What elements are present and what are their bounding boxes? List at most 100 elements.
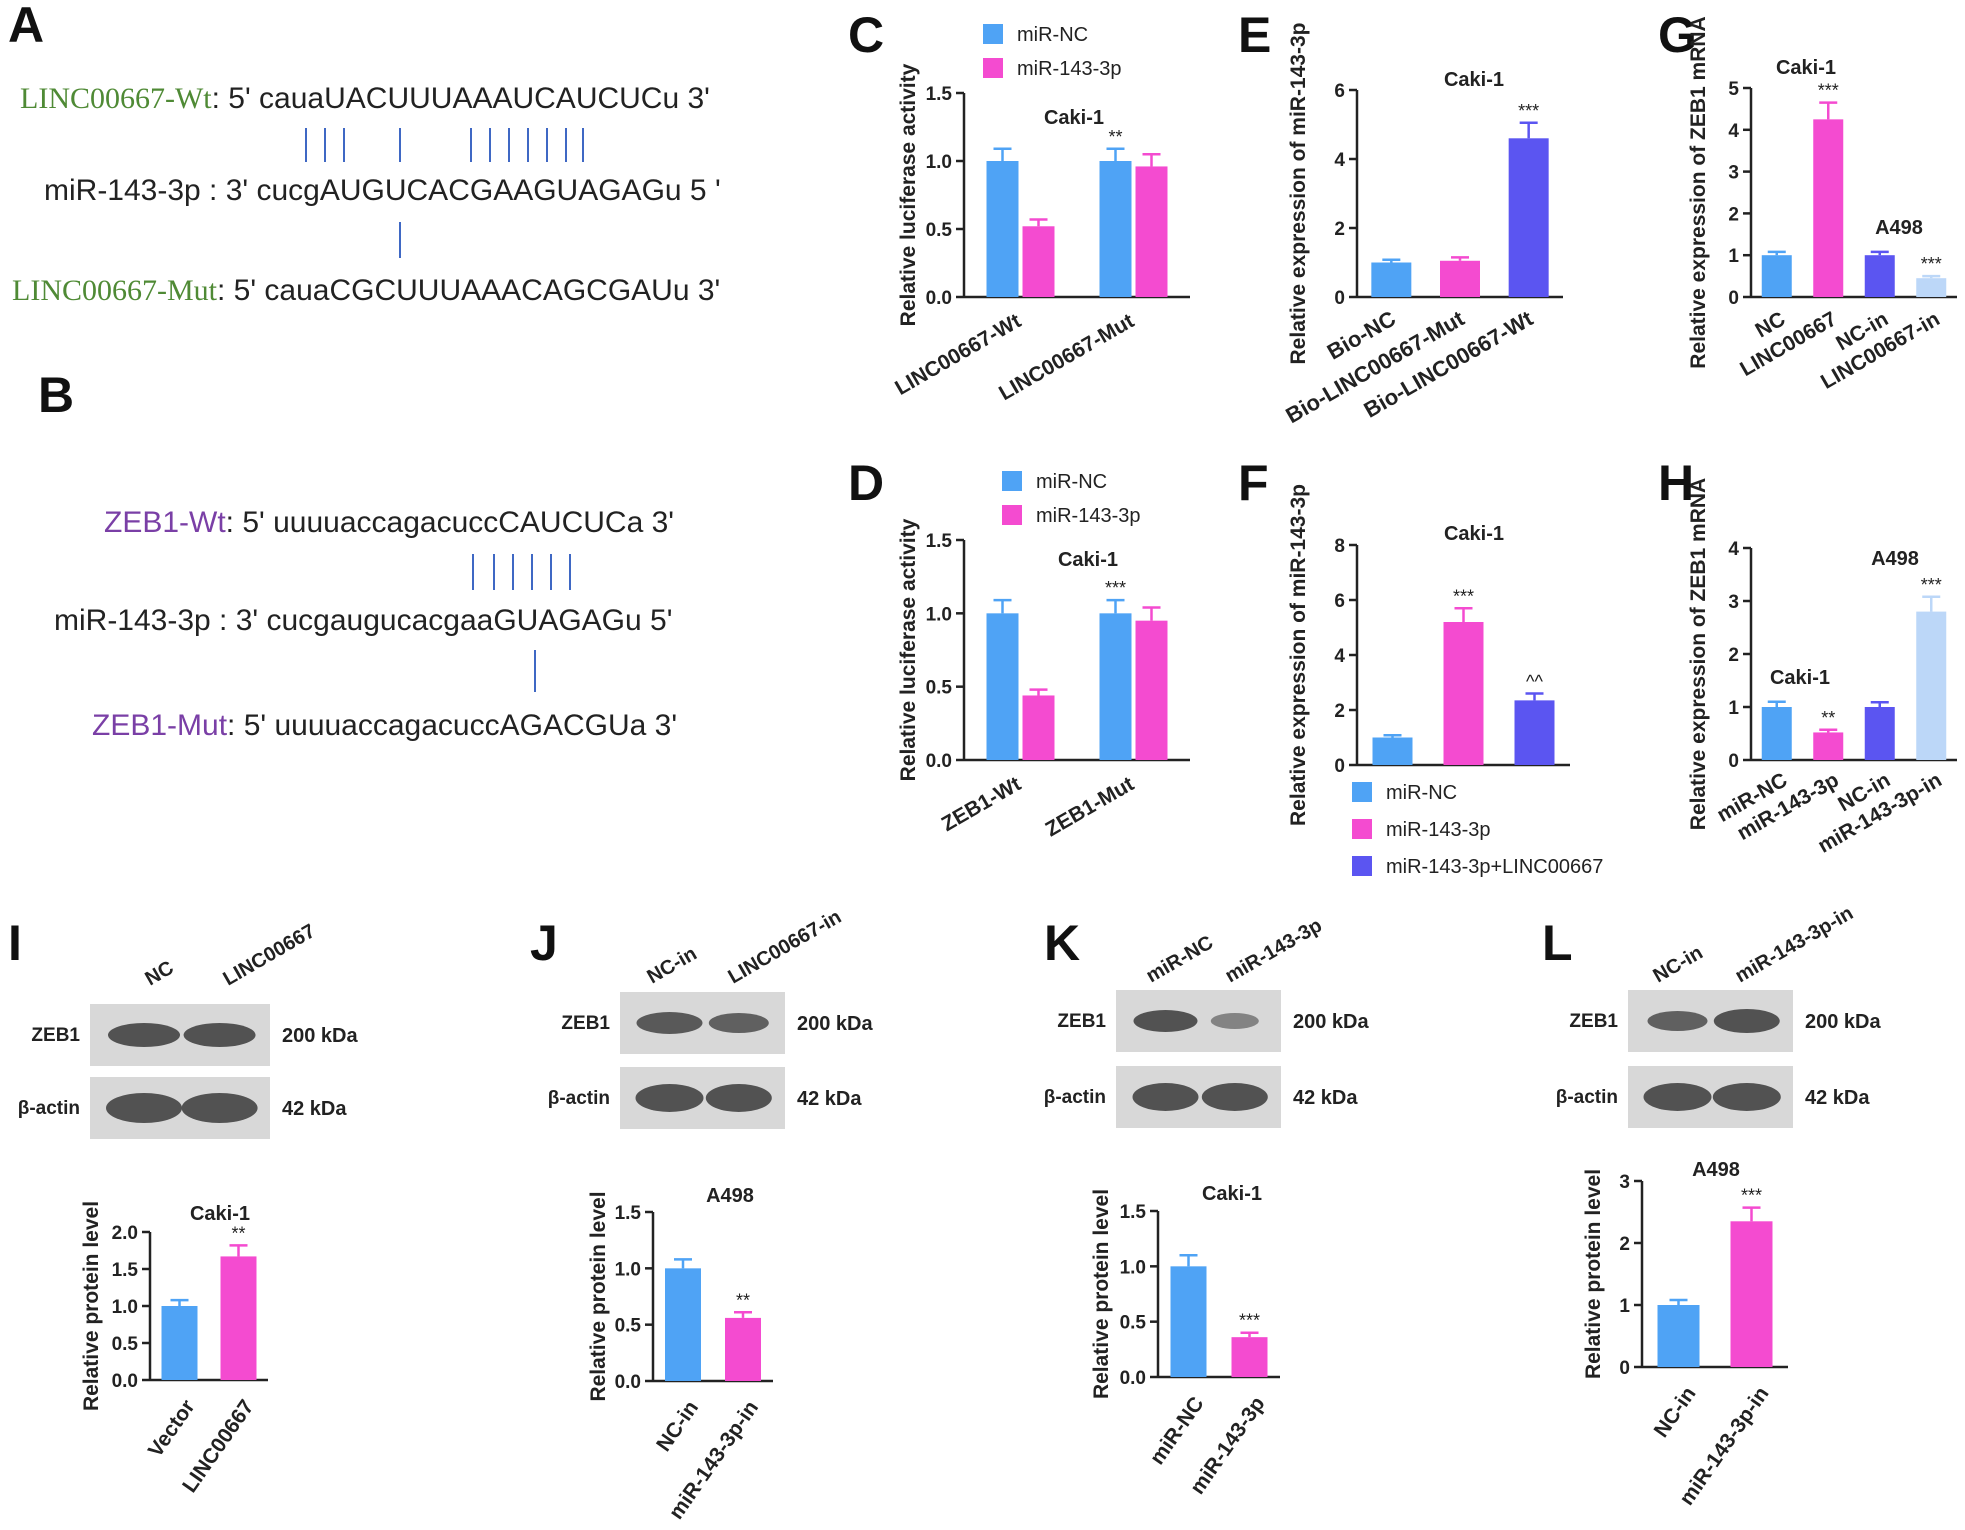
chart-title: A498 bbox=[1692, 1159, 1740, 1181]
legend-swatch bbox=[983, 58, 1003, 78]
bar bbox=[1135, 166, 1168, 297]
significance-mark: *** bbox=[1518, 101, 1539, 121]
y-tick-label: 0 bbox=[1728, 751, 1739, 772]
y-axis-label: Relative protein level bbox=[80, 1201, 103, 1411]
blot-band bbox=[106, 1093, 182, 1123]
mirna-line: miR-143-3p : 3' cucgaugucacgaaGUAGAGu 5' bbox=[54, 604, 672, 637]
wt-line: ZEB1-Wt: 5' uuuuaccagacuccCAUCUCa 3' bbox=[104, 506, 674, 539]
bar bbox=[1099, 161, 1132, 297]
y-tick-label: 0 bbox=[1334, 288, 1345, 309]
legend-swatch bbox=[1352, 819, 1372, 839]
group-label: A498 bbox=[1875, 217, 1923, 239]
y-tick-label: 1 bbox=[1728, 246, 1739, 267]
significance-mark: *** bbox=[1741, 1186, 1762, 1206]
significance-mark: ** bbox=[1821, 708, 1835, 728]
bar bbox=[1813, 119, 1844, 297]
legend-swatch bbox=[1352, 856, 1372, 876]
x-tick-label: NC-in bbox=[652, 1397, 703, 1456]
kda-label: 42 kDa bbox=[1293, 1087, 1358, 1109]
mut-name: ZEB1-Mut bbox=[92, 709, 228, 742]
y-tick-label: 1.5 bbox=[112, 1260, 139, 1281]
y-tick-label: 0.5 bbox=[112, 1334, 139, 1355]
blot-band bbox=[1132, 1083, 1199, 1111]
blot-band bbox=[108, 1023, 180, 1047]
bar bbox=[220, 1256, 257, 1380]
y-tick-label: 0.5 bbox=[926, 678, 953, 699]
x-tick-label: NC-in bbox=[1650, 1383, 1701, 1442]
lane-label: NC-in bbox=[644, 943, 701, 989]
bar bbox=[986, 161, 1019, 297]
blot-band bbox=[1643, 1083, 1712, 1111]
y-tick-label: 4 bbox=[1334, 646, 1345, 667]
y-tick-label: 0.0 bbox=[1120, 1368, 1146, 1389]
bar bbox=[1022, 695, 1055, 760]
y-tick-label: 0.5 bbox=[926, 220, 953, 241]
group-label: A498 bbox=[1871, 548, 1919, 570]
y-tick-label: 1.5 bbox=[1120, 1202, 1147, 1223]
blot-panel-L: NC-in miR-143-3p-in ZEB1 200 kDa β-actin 42 k… bbox=[1556, 902, 1881, 1128]
y-axis-label: Relative expression of miR-143-3p bbox=[1287, 23, 1310, 365]
significance-mark: ^^ bbox=[1526, 672, 1543, 692]
bar bbox=[1508, 138, 1549, 297]
wt-line: LINC00667-Wt: 5' cauaUACUUUAAAUCAUCUCu 3… bbox=[20, 82, 710, 115]
y-tick-label: 0.5 bbox=[615, 1316, 642, 1337]
wt-name: ZEB1-Wt bbox=[104, 506, 226, 539]
kda-label: 200 kDa bbox=[1805, 1011, 1881, 1033]
panel-letter-E: E bbox=[1238, 7, 1271, 63]
mut-name: LINC00667-Mut bbox=[12, 274, 218, 307]
panel-letter-J: J bbox=[530, 915, 558, 971]
y-tick-label: 4 bbox=[1728, 121, 1739, 142]
chart-panel-F: 0 2 4 6 8 Relative expression of miR-143-3p Ca… bbox=[1287, 484, 1603, 878]
y-tick-label: 2 bbox=[1334, 701, 1345, 722]
y-axis-label: Relative expression of ZEB1 mRNA bbox=[1687, 16, 1710, 368]
bar bbox=[1657, 1305, 1700, 1367]
blot-row-label: ZEB1 bbox=[1057, 1011, 1106, 1032]
bar bbox=[1864, 707, 1895, 760]
blot-row-label: β-actin bbox=[18, 1098, 80, 1119]
blot-band bbox=[636, 1012, 703, 1034]
chart-title: Caki-1 bbox=[1202, 1183, 1262, 1205]
panel-letter-G: G bbox=[1658, 7, 1697, 63]
y-tick-label: 2.0 bbox=[112, 1223, 138, 1244]
lane-label: miR-143-3p bbox=[1222, 914, 1326, 987]
chart-panel-C: 0.0 0.5 1.0 1.5 Relative luciferase activity… bbox=[891, 24, 1190, 405]
chart-panel-I: 0.0 0.5 1.0 1.5 2.0 Relative protein level Cak… bbox=[80, 1201, 268, 1497]
chart-title: Caki-1 bbox=[1044, 107, 1104, 129]
significance-mark: ** bbox=[1108, 127, 1122, 147]
wt-seq: : 5' cauaUACUUUAAAUCAUCUCu 3' bbox=[212, 82, 710, 115]
blot-band bbox=[181, 1093, 258, 1123]
legend-swatch bbox=[983, 24, 1003, 44]
x-tick-label: ZEB1-Mut bbox=[1042, 772, 1138, 841]
y-tick-label: 8 bbox=[1334, 536, 1345, 557]
bar bbox=[1022, 226, 1055, 297]
y-tick-label: 5 bbox=[1728, 79, 1739, 100]
panel-letter-K: K bbox=[1044, 915, 1080, 971]
mut-seq: : 5' cauaCGCUUUAAACAGCGAUu 3' bbox=[217, 274, 720, 307]
blot-panel-J: NC-in LINC00667-in ZEB1 200 kDa β-actin 42 kD… bbox=[548, 906, 873, 1129]
bar bbox=[1443, 622, 1484, 765]
blot-band bbox=[708, 1013, 769, 1033]
kda-label: 42 kDa bbox=[282, 1098, 347, 1120]
panel-letter-B: B bbox=[38, 367, 74, 423]
blot-band bbox=[635, 1084, 704, 1112]
blot-band bbox=[1133, 1010, 1198, 1032]
bar bbox=[1864, 255, 1895, 297]
kda-label: 42 kDa bbox=[797, 1088, 862, 1110]
y-tick-label: 6 bbox=[1334, 591, 1345, 612]
y-tick-label: 0.0 bbox=[615, 1372, 641, 1393]
significance-mark: *** bbox=[1921, 254, 1942, 274]
legend-swatch bbox=[1002, 505, 1022, 525]
y-tick-label: 0 bbox=[1728, 288, 1739, 309]
kda-label: 42 kDa bbox=[1805, 1087, 1870, 1109]
panel-letter-D: D bbox=[848, 455, 884, 511]
y-tick-label: 2 bbox=[1334, 219, 1345, 240]
lane-label: miR-NC bbox=[1143, 932, 1218, 988]
y-tick-label: 1.0 bbox=[926, 152, 952, 173]
y-tick-label: 2 bbox=[1619, 1234, 1630, 1255]
blot-row-label: β-actin bbox=[548, 1088, 610, 1109]
bar bbox=[665, 1268, 701, 1381]
group-label: Caki-1 bbox=[1770, 667, 1830, 689]
